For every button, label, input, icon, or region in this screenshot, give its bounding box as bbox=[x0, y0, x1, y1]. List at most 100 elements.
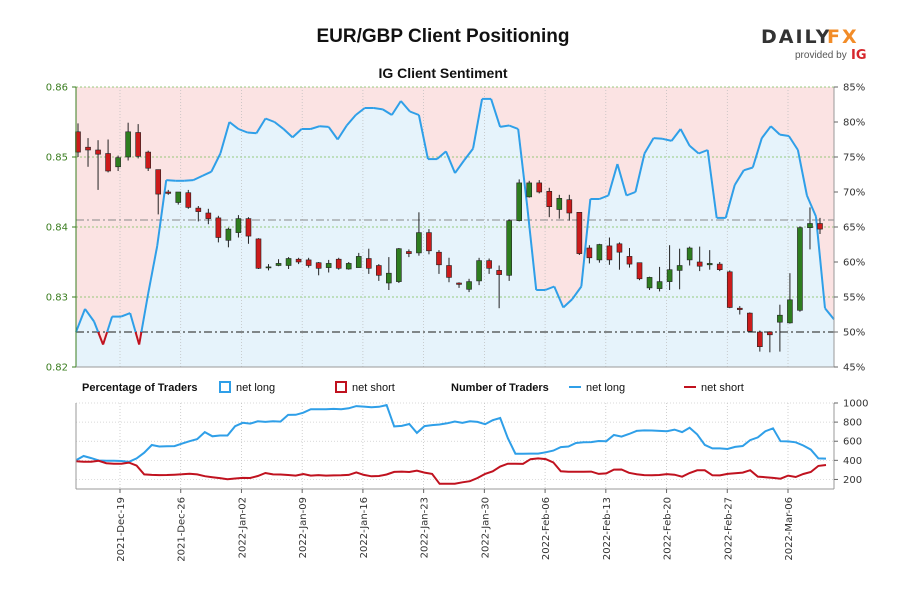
net-long-pct-segment bbox=[147, 245, 159, 294]
candle-down bbox=[95, 149, 101, 155]
legend-net-long-count: net long bbox=[586, 382, 625, 394]
net-long-pct-segment bbox=[788, 135, 799, 151]
candle-up bbox=[345, 263, 352, 270]
count-tick-label: 800 bbox=[843, 418, 862, 429]
candle-down bbox=[496, 270, 502, 275]
net-long-pct-segment bbox=[553, 286, 565, 308]
net-long-pct-segment bbox=[400, 100, 411, 113]
sentiment-price-panel: 0.86 0.85 0.84 0.83 0.82 85% 80% 75% 70% 65% 60% 5… bbox=[46, 83, 866, 374]
net-long-pct-segment bbox=[255, 117, 267, 134]
logo-fx-text: FX bbox=[827, 26, 859, 48]
net-long-pct-segment bbox=[733, 169, 745, 186]
logo-ig-brand: IG bbox=[851, 48, 867, 63]
candle-down bbox=[736, 307, 743, 310]
date-tick-label: 2022-Feb-13 bbox=[602, 497, 613, 560]
net-long-pct-segment bbox=[247, 131, 257, 135]
candle-down bbox=[215, 217, 222, 238]
net-long-pct-segment bbox=[75, 308, 86, 333]
candle-down bbox=[486, 260, 492, 269]
net-long-pct-segment bbox=[544, 285, 555, 291]
net-long-pct-segment bbox=[336, 124, 348, 141]
candle-down bbox=[255, 238, 262, 269]
percentage-tick-label: 60% bbox=[843, 258, 865, 269]
candle-up bbox=[285, 258, 292, 266]
candle-up bbox=[807, 223, 813, 228]
candle-down bbox=[376, 265, 382, 276]
candle-down bbox=[145, 151, 151, 169]
date-tick-label: 2022-Jan-23 bbox=[420, 497, 431, 558]
bottom-grid bbox=[76, 402, 834, 489]
candle-up bbox=[466, 281, 472, 290]
legend-number-label: Number of Traders bbox=[451, 382, 549, 394]
net-long-pct-segment bbox=[634, 153, 646, 193]
price-tick-label: 0.84 bbox=[46, 223, 68, 234]
candle-up bbox=[125, 131, 131, 158]
chart-title: EUR/GBP Client Positioning bbox=[317, 26, 570, 47]
percentage-tick-label: 50% bbox=[843, 328, 865, 339]
net-long-pct-segment bbox=[490, 98, 502, 128]
net-long-pct-segment bbox=[679, 128, 691, 147]
price-tick-label: 0.85 bbox=[46, 153, 68, 164]
net-long-pct-segment bbox=[436, 150, 447, 160]
net-long-pct-segment bbox=[102, 331, 109, 345]
candle-down bbox=[436, 251, 442, 266]
net-long-pct-segment bbox=[219, 121, 231, 154]
dailyfx-logo: DAILY FX provided by IG bbox=[761, 26, 867, 63]
date-axis: 2021-Dec-19 2021-Dec-26 2022-Jan-02 2022-Ja… bbox=[116, 489, 795, 562]
net-long-pct-segment bbox=[779, 133, 790, 137]
count-tick-label: 600 bbox=[843, 437, 862, 448]
candle-down bbox=[85, 146, 91, 151]
candle-up bbox=[225, 228, 232, 241]
candle-up bbox=[396, 248, 402, 282]
net-long-pct-segment bbox=[84, 308, 95, 323]
candle-down bbox=[365, 258, 372, 269]
net-long-pct-segment bbox=[156, 179, 168, 247]
percentage-tick-label: 75% bbox=[843, 153, 865, 164]
net-long-pct-segment bbox=[373, 107, 383, 111]
count-axis: 1000 800 600 400 200 bbox=[834, 399, 868, 486]
net-long-pct-segment bbox=[824, 307, 835, 321]
candle-up bbox=[506, 220, 512, 276]
net-long-region bbox=[76, 98, 834, 368]
legend-net-short-pct: net short bbox=[352, 382, 395, 394]
candle-down bbox=[305, 259, 312, 266]
date-tick-label: 2022-Feb-20 bbox=[663, 497, 674, 560]
net-long-pct-segment bbox=[319, 125, 329, 128]
net-long-pct-segment bbox=[390, 100, 402, 116]
net-long-pct-segment bbox=[210, 153, 222, 173]
candle-up bbox=[235, 218, 242, 233]
candle-up bbox=[115, 157, 121, 168]
count-tick-label: 400 bbox=[843, 456, 862, 467]
net-long-pct-segment bbox=[770, 125, 781, 136]
candle-down bbox=[586, 247, 593, 259]
net-long-pct-segment bbox=[291, 128, 303, 139]
candle-down bbox=[817, 223, 823, 230]
candle-up bbox=[666, 269, 673, 282]
net-long-pct-segment bbox=[814, 216, 826, 309]
net-long-pct-segment bbox=[662, 137, 672, 142]
candle-up bbox=[706, 263, 713, 266]
candle-down bbox=[426, 232, 432, 252]
candle-up bbox=[797, 227, 803, 311]
candle-up bbox=[686, 247, 693, 261]
date-tick-label: 2022-Jan-16 bbox=[359, 497, 370, 558]
net-long-pct-segment bbox=[761, 125, 772, 139]
net-long-pct-segment bbox=[238, 128, 248, 134]
net-long-pct-segment bbox=[562, 298, 573, 309]
candle-up bbox=[516, 182, 522, 221]
net-long-pct-segment bbox=[445, 151, 456, 174]
net-long-pct-segment bbox=[120, 312, 131, 318]
net-long-pct-segment bbox=[166, 179, 176, 182]
candle-down bbox=[576, 212, 583, 254]
candle-up bbox=[275, 263, 282, 266]
candle-up bbox=[416, 232, 422, 254]
net-long-percentage-line bbox=[75, 97, 835, 345]
legend-net-short-count: net short bbox=[701, 382, 744, 394]
net-long-pct-segment bbox=[626, 191, 636, 197]
net-long-pct-segment bbox=[310, 125, 320, 130]
percentage-tick-label: 70% bbox=[843, 188, 865, 199]
net-long-pct-segment bbox=[643, 137, 655, 155]
legend-net-long-pct: net long bbox=[236, 382, 275, 394]
net-long-pct-segment bbox=[93, 321, 100, 333]
